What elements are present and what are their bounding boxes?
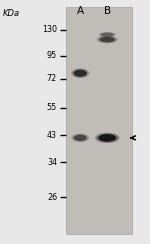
Text: B: B xyxy=(104,6,112,16)
Text: 95: 95 xyxy=(47,51,57,60)
Ellipse shape xyxy=(71,134,89,142)
Ellipse shape xyxy=(73,134,87,141)
Ellipse shape xyxy=(98,134,117,142)
Text: 130: 130 xyxy=(42,25,57,34)
Ellipse shape xyxy=(101,33,114,37)
Text: 26: 26 xyxy=(47,193,57,202)
Bar xyxy=(66,7,67,234)
Text: 72: 72 xyxy=(47,74,57,83)
Text: 55: 55 xyxy=(47,103,57,112)
Ellipse shape xyxy=(74,135,87,141)
Ellipse shape xyxy=(99,37,116,42)
Ellipse shape xyxy=(73,70,87,77)
Bar xyxy=(66,7,132,234)
Ellipse shape xyxy=(100,37,115,42)
Ellipse shape xyxy=(74,70,87,77)
Ellipse shape xyxy=(97,36,118,43)
Text: KDa: KDa xyxy=(3,9,20,18)
Ellipse shape xyxy=(98,32,116,37)
Ellipse shape xyxy=(95,133,119,143)
Ellipse shape xyxy=(71,68,89,78)
Text: 34: 34 xyxy=(47,158,57,167)
Text: A: A xyxy=(77,6,84,16)
Ellipse shape xyxy=(100,32,114,37)
Text: 43: 43 xyxy=(47,131,57,140)
Ellipse shape xyxy=(99,134,116,142)
